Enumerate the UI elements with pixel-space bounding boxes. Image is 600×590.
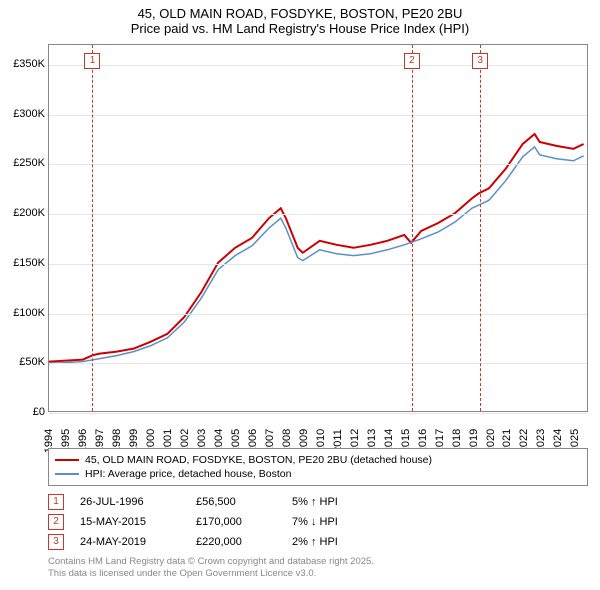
event-line	[480, 45, 481, 411]
legend-label: HPI: Average price, detached house, Bost…	[85, 468, 291, 480]
event-row: 3 24-MAY-2019 £220,000 2% ↑ HPI	[48, 532, 588, 552]
plot-area: £0£50K£100K£150K£200K£250K£300K£350K1994…	[48, 44, 588, 412]
legend-swatch	[55, 459, 79, 461]
title-line-2: Price paid vs. HM Land Registry's House …	[10, 21, 590, 36]
gridline-h	[49, 115, 587, 116]
gridline-h	[49, 65, 587, 66]
chart-container: 45, OLD MAIN ROAD, FOSDYKE, BOSTON, PE20…	[0, 0, 600, 590]
event-row-marker: 3	[48, 534, 64, 550]
event-row-delta: 5% ↑ HPI	[292, 496, 392, 508]
gridline-h	[49, 164, 587, 165]
event-row-price: £220,000	[196, 536, 276, 548]
gridline-h	[49, 214, 587, 215]
event-row-date: 26-JUL-1996	[80, 496, 180, 508]
event-row-delta: 7% ↓ HPI	[292, 516, 392, 528]
title-line-1: 45, OLD MAIN ROAD, FOSDYKE, BOSTON, PE20…	[10, 6, 590, 21]
event-row-price: £170,000	[196, 516, 276, 528]
gridline-h	[49, 363, 587, 364]
y-tick-label: £300K	[1, 108, 45, 120]
event-marker: 3	[472, 53, 488, 69]
line-series-svg	[49, 45, 587, 411]
y-tick-label: £50K	[1, 356, 45, 368]
event-row: 1 26-JUL-1996 £56,500 5% ↑ HPI	[48, 492, 588, 512]
event-marker: 1	[84, 53, 100, 69]
chart-title: 45, OLD MAIN ROAD, FOSDYKE, BOSTON, PE20…	[0, 0, 600, 40]
legend-item: HPI: Average price, detached house, Bost…	[55, 467, 581, 481]
event-marker: 2	[404, 53, 420, 69]
gridline-h	[49, 264, 587, 265]
y-tick-label: £350K	[1, 58, 45, 70]
y-tick-label: £150K	[1, 257, 45, 269]
legend-swatch	[55, 473, 79, 475]
events-table: 1 26-JUL-1996 £56,500 5% ↑ HPI 2 15-MAY-2015 £…	[48, 492, 588, 552]
y-tick-label: £0	[1, 406, 45, 418]
event-row-marker: 1	[48, 494, 64, 510]
event-row-marker: 2	[48, 514, 64, 530]
event-line	[92, 45, 93, 411]
legend-item: 45, OLD MAIN ROAD, FOSDYKE, BOSTON, PE20…	[55, 453, 581, 467]
gridline-h	[49, 413, 587, 414]
footer-attribution: Contains HM Land Registry data © Crown c…	[48, 556, 588, 581]
event-row-date: 15-MAY-2015	[80, 516, 180, 528]
series-hpi	[49, 147, 584, 364]
series-price_paid	[49, 134, 584, 362]
event-row: 2 15-MAY-2015 £170,000 7% ↓ HPI	[48, 512, 588, 532]
gridline-h	[49, 314, 587, 315]
legend: 45, OLD MAIN ROAD, FOSDYKE, BOSTON, PE20…	[48, 448, 588, 486]
event-row-price: £56,500	[196, 496, 276, 508]
legend-label: 45, OLD MAIN ROAD, FOSDYKE, BOSTON, PE20…	[85, 454, 432, 466]
y-tick-label: £250K	[1, 157, 45, 169]
event-line	[412, 45, 413, 411]
footer-line-1: Contains HM Land Registry data © Crown c…	[48, 556, 588, 568]
footer-line-2: This data is licensed under the Open Gov…	[48, 568, 588, 580]
event-row-date: 24-MAY-2019	[80, 536, 180, 548]
y-tick-label: £100K	[1, 307, 45, 319]
event-row-delta: 2% ↑ HPI	[292, 536, 392, 548]
y-tick-label: £200K	[1, 207, 45, 219]
